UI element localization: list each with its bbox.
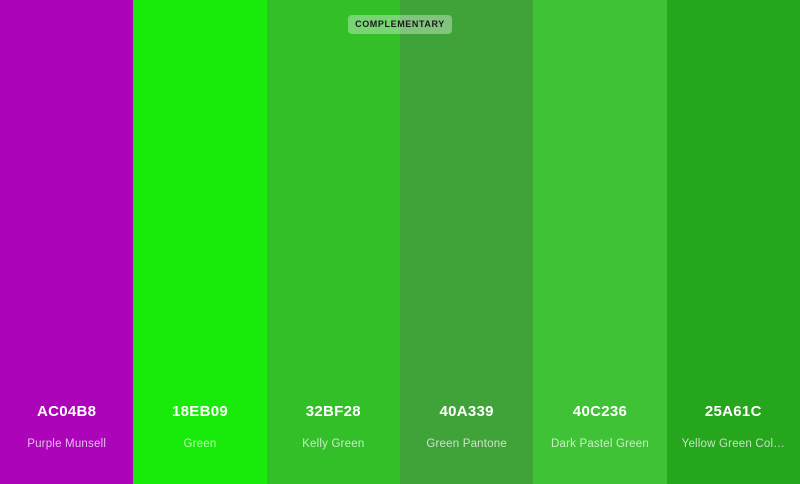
swatch-dark-pastel-green[interactable]: 40C236 Dark Pastel Green bbox=[533, 0, 667, 484]
swatch-kelly-green[interactable]: 32BF28 Kelly Green bbox=[266, 0, 400, 484]
swatch-hex[interactable]: 18EB09 bbox=[171, 403, 228, 420]
swatch-name: Yellow Green Col… bbox=[681, 438, 785, 450]
swatch-name: Green bbox=[183, 438, 217, 450]
swatch-name: Kelly Green bbox=[302, 438, 365, 450]
swatch-name: Purple Munsell bbox=[27, 438, 107, 450]
swatch-green[interactable]: 18EB09 Green bbox=[133, 0, 267, 484]
swatch-name: Green Pantone bbox=[426, 438, 507, 450]
palette-type-badge: COMPLEMENTARY bbox=[348, 15, 452, 34]
swatch-name: Dark Pastel Green bbox=[550, 438, 649, 450]
swatch-hex[interactable]: 25A61C bbox=[704, 403, 762, 420]
swatch-green-pantone[interactable]: 40A339 Green Pantone bbox=[399, 0, 534, 484]
swatch-hex[interactable]: AC04B8 bbox=[37, 403, 97, 420]
swatch-yellow-green[interactable]: 25A61C Yellow Green Col… bbox=[666, 0, 800, 484]
swatch-purple-munsell[interactable]: AC04B8 Purple Munsell bbox=[0, 0, 134, 484]
swatch-hex[interactable]: 40A339 bbox=[439, 403, 494, 420]
swatch-hex[interactable]: 40C236 bbox=[572, 403, 628, 420]
swatch-hex[interactable]: 32BF28 bbox=[305, 403, 361, 420]
